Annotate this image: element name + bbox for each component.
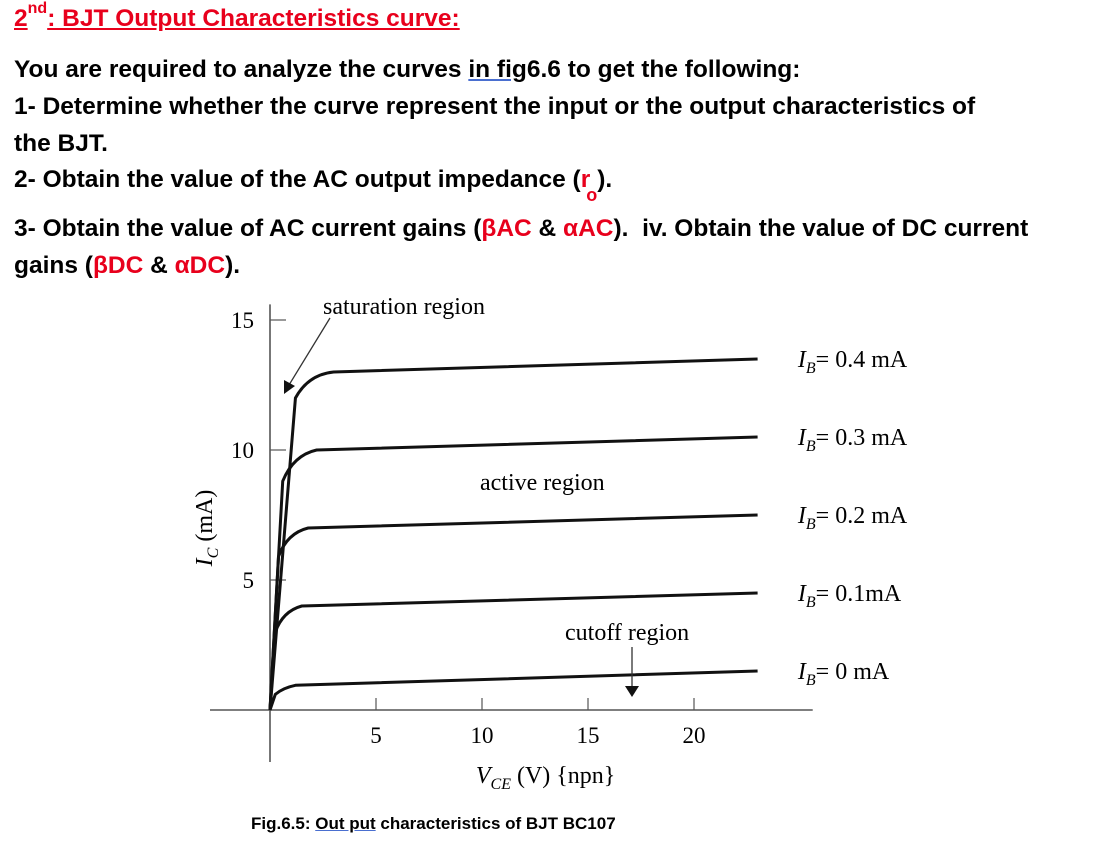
intro-text-end: 6.6 to get the following: (526, 56, 801, 83)
heading-superscript: nd (27, 0, 48, 17)
series-label: IB= 0.2 mA (797, 503, 908, 533)
q3-amp-1: & (531, 215, 564, 242)
q2-end: ). (597, 166, 613, 193)
annotation-active: active region (480, 470, 605, 496)
y-axis-label: IC (mA) (192, 490, 222, 568)
intro-text: You are required to analyze the curves (14, 56, 469, 83)
q2-subscript: o (586, 185, 598, 205)
intro-link[interactable]: in fig (468, 56, 527, 83)
heading-title: : BJT Output Characteristics curve: (47, 5, 460, 33)
q3-alpha-ac: αAC (563, 215, 614, 242)
q3-mid: ). iv. Obtain the value of DC current (613, 215, 1029, 242)
curve-ib-4 (268, 357, 758, 711)
x-tick-label: 20 (683, 723, 706, 748)
cutoff-arrowhead (625, 686, 639, 697)
y-tick-label: 10 (231, 438, 254, 463)
question-3-line-2: gains (βDC & αDC). (14, 252, 240, 280)
x-tick-label: 5 (370, 723, 382, 748)
saturation-arrowhead (284, 380, 295, 394)
curve-ib-1 (268, 591, 758, 711)
figure-caption: Fig.6.5: Out put characteristics of BJT … (251, 814, 616, 834)
caption-suffix: characteristics of BJT BC107 (375, 814, 616, 833)
q3-beta-dc: βDC (92, 252, 144, 279)
q3-start: 3- Obtain the value of AC current gains … (14, 215, 482, 242)
x-tick-label: 10 (471, 723, 494, 748)
section-heading: 2nd: BJT Output Characteristics curve: (14, 0, 460, 33)
question-1-line-1: 1- Determine whether the curve represent… (14, 93, 976, 120)
q3-line2-end: ). (225, 252, 241, 279)
heading-number: 2 (14, 5, 28, 33)
series-label: IB= 0.1mA (797, 581, 902, 611)
intro-line: You are required to analyze the curves i… (14, 56, 800, 84)
question-1-line-2: the BJT. (14, 130, 108, 157)
x-tick-label: 15 (577, 723, 600, 748)
saturation-pointer-line (288, 317, 331, 386)
y-tick-label: 5 (243, 568, 255, 593)
curve-ib-2 (268, 513, 758, 711)
y-tick-label: 15 (231, 308, 254, 333)
question-3-line-1: 3- Obtain the value of AC current gains … (14, 215, 1028, 243)
curve-ib-3 (268, 435, 758, 711)
q3-alpha-dc: αDC (174, 252, 226, 279)
question-2: 2- Obtain the value of the AC output imp… (14, 166, 613, 205)
series-label: IB= 0.3 mA (797, 425, 908, 455)
q3-beta-ac: βAC (481, 215, 532, 242)
series-label: IB= 0 mA (797, 659, 890, 689)
q2-symbol: r (580, 166, 591, 193)
caption-underlined: Out put (315, 814, 376, 833)
annotation-saturation: saturation region (323, 294, 485, 320)
q3-line2-start: gains ( (14, 252, 93, 279)
q2-text: 2- Obtain the value of the AC output imp… (14, 166, 581, 193)
caption-prefix: Fig.6.5: (251, 814, 316, 833)
annotation-cutoff: cutoff region (565, 620, 689, 646)
x-axis-label: VCE (V) {npn} (476, 763, 615, 793)
q3-amp-2: & (143, 252, 175, 279)
series-label: IB= 0.4 mA (797, 347, 908, 377)
curve-ib-0 (268, 669, 758, 711)
